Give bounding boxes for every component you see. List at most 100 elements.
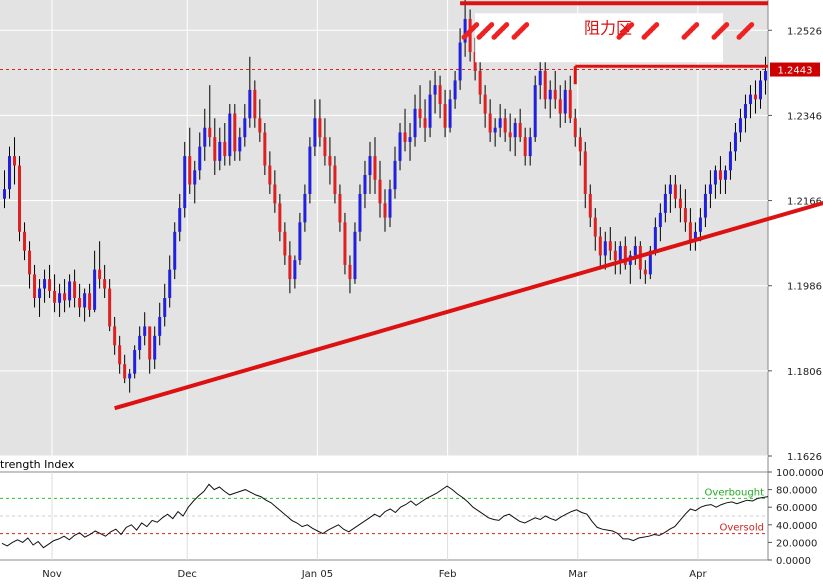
candle bbox=[573, 108, 577, 147]
candle-body bbox=[643, 269, 647, 275]
candle-body bbox=[528, 137, 532, 157]
candle bbox=[543, 56, 547, 109]
candle bbox=[18, 156, 22, 242]
candle bbox=[763, 56, 767, 95]
candle bbox=[178, 193, 182, 242]
candle bbox=[318, 99, 322, 147]
candle bbox=[238, 127, 242, 161]
candle-body bbox=[93, 269, 97, 310]
candle-body bbox=[403, 132, 407, 142]
y-tick-label: 1.2526 bbox=[787, 26, 822, 37]
candle bbox=[633, 236, 637, 265]
candle bbox=[418, 85, 422, 128]
candle-body bbox=[368, 156, 372, 176]
candle-body bbox=[193, 170, 197, 185]
candle-body bbox=[288, 255, 292, 280]
candle bbox=[233, 104, 237, 161]
candle bbox=[253, 80, 257, 128]
strength-index-line bbox=[1, 483, 769, 549]
candle-body bbox=[303, 193, 307, 223]
candle-body bbox=[488, 113, 492, 133]
candle bbox=[718, 156, 722, 194]
y-tick-label: 1.1986 bbox=[787, 282, 822, 293]
candle bbox=[578, 127, 582, 166]
candle-body bbox=[253, 89, 257, 119]
candle bbox=[428, 80, 432, 138]
candle-body bbox=[13, 156, 17, 166]
strength-index-series bbox=[1, 483, 769, 549]
candle bbox=[148, 326, 152, 374]
candle-body bbox=[623, 245, 627, 265]
candle bbox=[213, 118, 217, 176]
candle bbox=[198, 132, 202, 180]
candle bbox=[48, 264, 52, 299]
candle-body bbox=[603, 241, 607, 256]
candle bbox=[498, 104, 502, 138]
candle bbox=[423, 99, 427, 142]
candle bbox=[68, 274, 72, 308]
candle-body bbox=[313, 118, 317, 147]
candle-body bbox=[443, 104, 447, 128]
candle-body bbox=[338, 193, 342, 223]
candle bbox=[268, 151, 272, 194]
candle bbox=[443, 89, 447, 138]
resistance-hatch bbox=[616, 20, 636, 40]
candle bbox=[403, 108, 407, 152]
candle bbox=[193, 160, 197, 204]
candle bbox=[583, 141, 587, 209]
candle-body bbox=[408, 137, 412, 142]
candle-body bbox=[633, 245, 637, 256]
candle-body bbox=[708, 184, 712, 194]
candle bbox=[758, 70, 762, 109]
candle-body bbox=[343, 222, 347, 265]
candle-body bbox=[483, 94, 487, 114]
candle-body bbox=[98, 269, 102, 280]
candle-body bbox=[478, 70, 482, 95]
candle-body bbox=[738, 118, 742, 133]
candle bbox=[673, 175, 677, 209]
candle-body bbox=[728, 151, 732, 171]
candle bbox=[518, 108, 522, 142]
candle bbox=[608, 227, 612, 261]
candle-body bbox=[588, 193, 592, 218]
candle-body bbox=[48, 279, 52, 291]
candle-body bbox=[438, 85, 442, 105]
candle bbox=[103, 264, 107, 299]
candle-body bbox=[278, 203, 282, 232]
candle bbox=[688, 208, 692, 251]
candle bbox=[643, 260, 647, 284]
candle bbox=[228, 104, 232, 166]
candle-body bbox=[683, 208, 687, 223]
y-tick-label: 1.1626 bbox=[787, 452, 822, 463]
y-tick-label: 1.1806 bbox=[787, 367, 822, 378]
candle-body bbox=[718, 170, 722, 180]
candle bbox=[748, 85, 752, 119]
candle bbox=[303, 184, 307, 232]
candle-body bbox=[138, 335, 142, 351]
uptrend-line bbox=[114, 200, 823, 411]
candle-body bbox=[373, 156, 377, 180]
candle bbox=[58, 283, 62, 317]
candle-body bbox=[598, 236, 602, 256]
candle-body bbox=[263, 132, 267, 166]
candle-body bbox=[758, 80, 762, 100]
candle-body bbox=[613, 250, 617, 261]
candle-body bbox=[448, 99, 452, 128]
candle-body bbox=[713, 170, 717, 185]
candle bbox=[123, 354, 127, 384]
candle bbox=[133, 345, 137, 379]
y-tick-label: 40.0000 bbox=[776, 521, 817, 532]
candle-body bbox=[148, 326, 152, 360]
candle-body bbox=[273, 184, 277, 204]
candle bbox=[73, 269, 77, 308]
candle bbox=[243, 104, 247, 147]
last-price-box bbox=[770, 62, 820, 77]
candle-body bbox=[563, 89, 567, 114]
candle-body bbox=[733, 132, 737, 152]
candle bbox=[113, 316, 117, 355]
candle bbox=[278, 193, 282, 242]
candle bbox=[158, 302, 162, 346]
candle bbox=[478, 56, 482, 105]
candle bbox=[668, 175, 672, 213]
candle-body bbox=[358, 193, 362, 232]
